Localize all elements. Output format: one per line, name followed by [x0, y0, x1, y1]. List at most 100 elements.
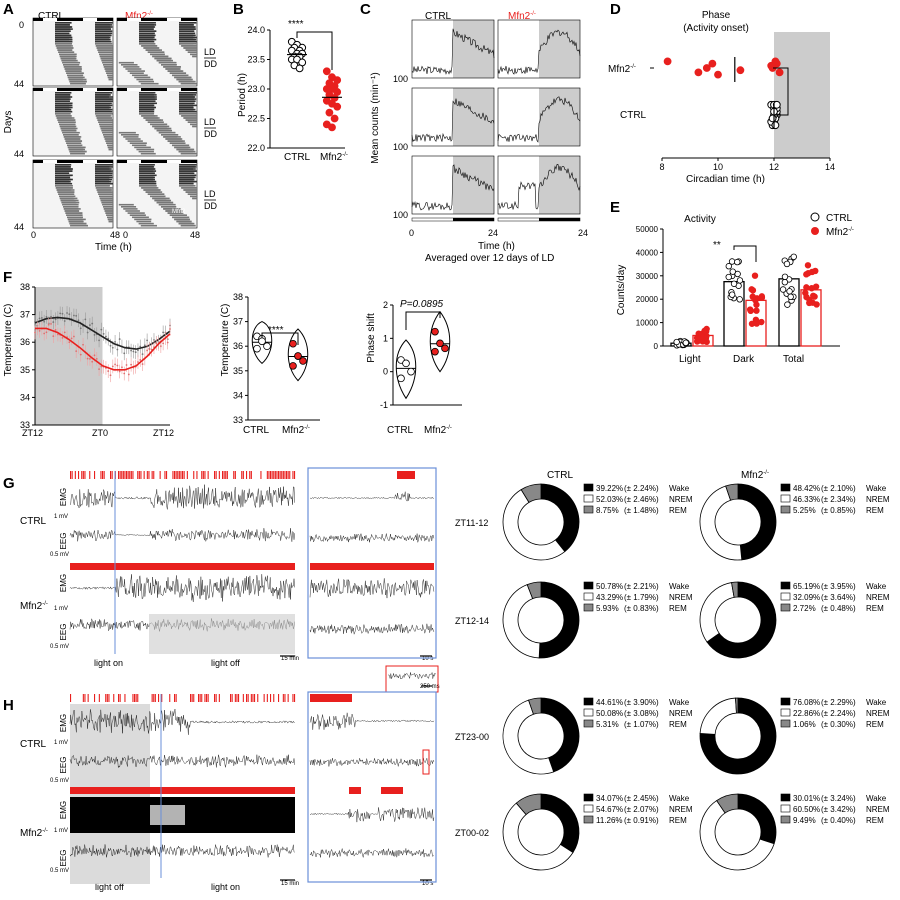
actogram-activity-band: [105, 212, 113, 214]
actogram-activity-band: [179, 30, 195, 32]
pie-legend-value: 54.67%: [596, 805, 623, 814]
actogram-activity-band: [158, 61, 176, 64]
panel-g-wake-hypnogram: [204, 471, 206, 479]
actogram-activity-band: [95, 96, 113, 98]
actogram-activity-band: [99, 123, 113, 126]
panel-f-point: [111, 365, 114, 368]
panel-f-point: [79, 353, 82, 356]
pie-legend-value: 65.19%: [793, 582, 820, 591]
pie-legend-sem: (± 2.46%): [624, 495, 659, 504]
panel-label-h: H: [3, 697, 14, 714]
panel-f-point: [68, 341, 71, 344]
panel-c-frame: [411, 155, 495, 215]
panel-f-point: [114, 340, 116, 343]
pie-legend-swatch: [583, 494, 594, 503]
panel-g-emg-1: EMG: [59, 488, 68, 506]
panel-c-activity-trace: [411, 98, 495, 143]
panel-h-emg-scale-2: 1 mV: [54, 828, 68, 834]
panel-h-wake-hypnogram: [191, 694, 193, 702]
actogram-activity-band: [139, 113, 154, 115]
actogram-activity-band: [169, 214, 186, 216]
actogram-activity-band: [192, 197, 197, 200]
panel-f2-significance: ****: [268, 325, 284, 336]
actogram-activity-band: [139, 96, 155, 98]
actogram-activity-band: [55, 98, 70, 100]
actogram-activity-band: [60, 127, 78, 130]
panel-f2-ytick-label: 33: [233, 415, 243, 425]
panel-g-wake-hypnogram: [70, 471, 72, 479]
actogram-activity-band: [179, 94, 194, 96]
panel-g-wake-hypnogram: [226, 471, 228, 479]
actogram-activity-band: [105, 140, 113, 142]
panel-g-eeg-scale-2: 0.5 mV: [50, 644, 69, 650]
pie-legend-value: 5.31%: [596, 720, 619, 729]
actogram-activity-band: [121, 134, 139, 136]
actogram-activity-band: [55, 166, 71, 168]
panel-h-wake-hypnogram: [108, 694, 110, 702]
pie-ctrl-slice-wake: [540, 483, 580, 553]
panel-f2-sig-bracket: [261, 332, 299, 345]
actogram-activity-band: [163, 136, 181, 138]
actogram-activity-band: [161, 206, 177, 208]
panel-h-zoom-wake: [381, 787, 403, 794]
panel-h-eeg-emg: CTRL Mfn2-/- EMG EEG EMG EEG 1 mV 0.5 mV…: [20, 684, 440, 892]
panel-f2-ytick-label: 37: [233, 317, 243, 327]
panel-c-activity-trace: [411, 28, 495, 75]
panel-e-legend-mfn2-marker: [811, 227, 819, 235]
panel-a-y44-3: 44: [14, 222, 24, 232]
actogram-activity-band: [178, 80, 194, 83]
panel-h-wake-hypnogram: [204, 694, 206, 702]
panel-g-wake-hypnogram: [287, 471, 289, 479]
pie-legend-sem: (± 2.29%): [821, 698, 856, 707]
panel-g-wake-hypnogram: [286, 471, 288, 479]
actogram-activity-band: [96, 47, 112, 49]
panel-d-point-mfn2: [702, 64, 711, 72]
actogram-activity-band: [167, 140, 185, 142]
actogram-light-segment: [83, 88, 97, 91]
actogram-activity-band: [179, 38, 195, 41]
pie-legend-sem: (± 3.24%): [821, 794, 856, 803]
actogram-activity-band: [185, 119, 197, 121]
panel-g-wake-hypnogram: [201, 471, 203, 479]
panel-e-point-mfn2: [758, 318, 765, 326]
panel-f-point: [166, 341, 169, 344]
actogram-activity-band: [139, 100, 156, 102]
panel-f2-ytick-label: 35: [233, 366, 243, 376]
panel-g-wake-hypnogram: [274, 471, 276, 479]
pie-ctrl-slice-rem: [520, 483, 542, 503]
pie-row-label: ZT12-14: [455, 616, 489, 626]
panel-e-point-ctrl: [790, 253, 797, 261]
panel-h-wake-hypnogram: [161, 694, 163, 702]
panel-c-ld-bar-dark: [453, 218, 494, 221]
actogram-activity-band: [95, 182, 112, 185]
actogram-ld-bar: [117, 160, 197, 163]
panel-h-wake-hypnogram: [87, 694, 89, 702]
actogram-activity-band: [127, 140, 143, 142]
panel-f-temperature: Temperature (C) ZT12 ZT0 ZT12 Temperatur…: [3, 299, 452, 438]
actogram-activity-band: [64, 138, 81, 140]
panel-g-wake-hypnogram: [82, 471, 84, 479]
actogram-ld-bar: [33, 18, 113, 21]
panel-h-wake-hypnogram: [154, 694, 156, 702]
actogram-activity-band: [56, 189, 72, 191]
actogram-activity-band: [183, 117, 197, 119]
pie-legend-value: 50.78%: [596, 582, 623, 591]
pie-legend-label: Wake: [866, 582, 887, 591]
panel-f-point: [118, 370, 121, 373]
panel-h-zoom-emg: [309, 807, 435, 823]
actogram-activity-band: [55, 92, 70, 94]
panel-f-point: [118, 338, 121, 340]
actogram-activity-band: [63, 206, 78, 208]
panel-f-point: [63, 320, 66, 322]
actogram-activity-band: [95, 32, 111, 35]
actogram-activity-band: [141, 45, 158, 47]
panel-f-point: [91, 322, 94, 325]
pie-legend-swatch: [583, 581, 594, 590]
panel-g-wake-hypnogram: [180, 471, 182, 479]
panel-f-point: [139, 345, 142, 348]
actogram-activity-band: [63, 208, 79, 210]
panel-e-point-ctrl: [784, 301, 791, 308]
actogram-activity-band: [139, 43, 155, 45]
actogram-activity-band: [99, 125, 113, 128]
panel-g-wake-hypnogram: [294, 471, 296, 479]
